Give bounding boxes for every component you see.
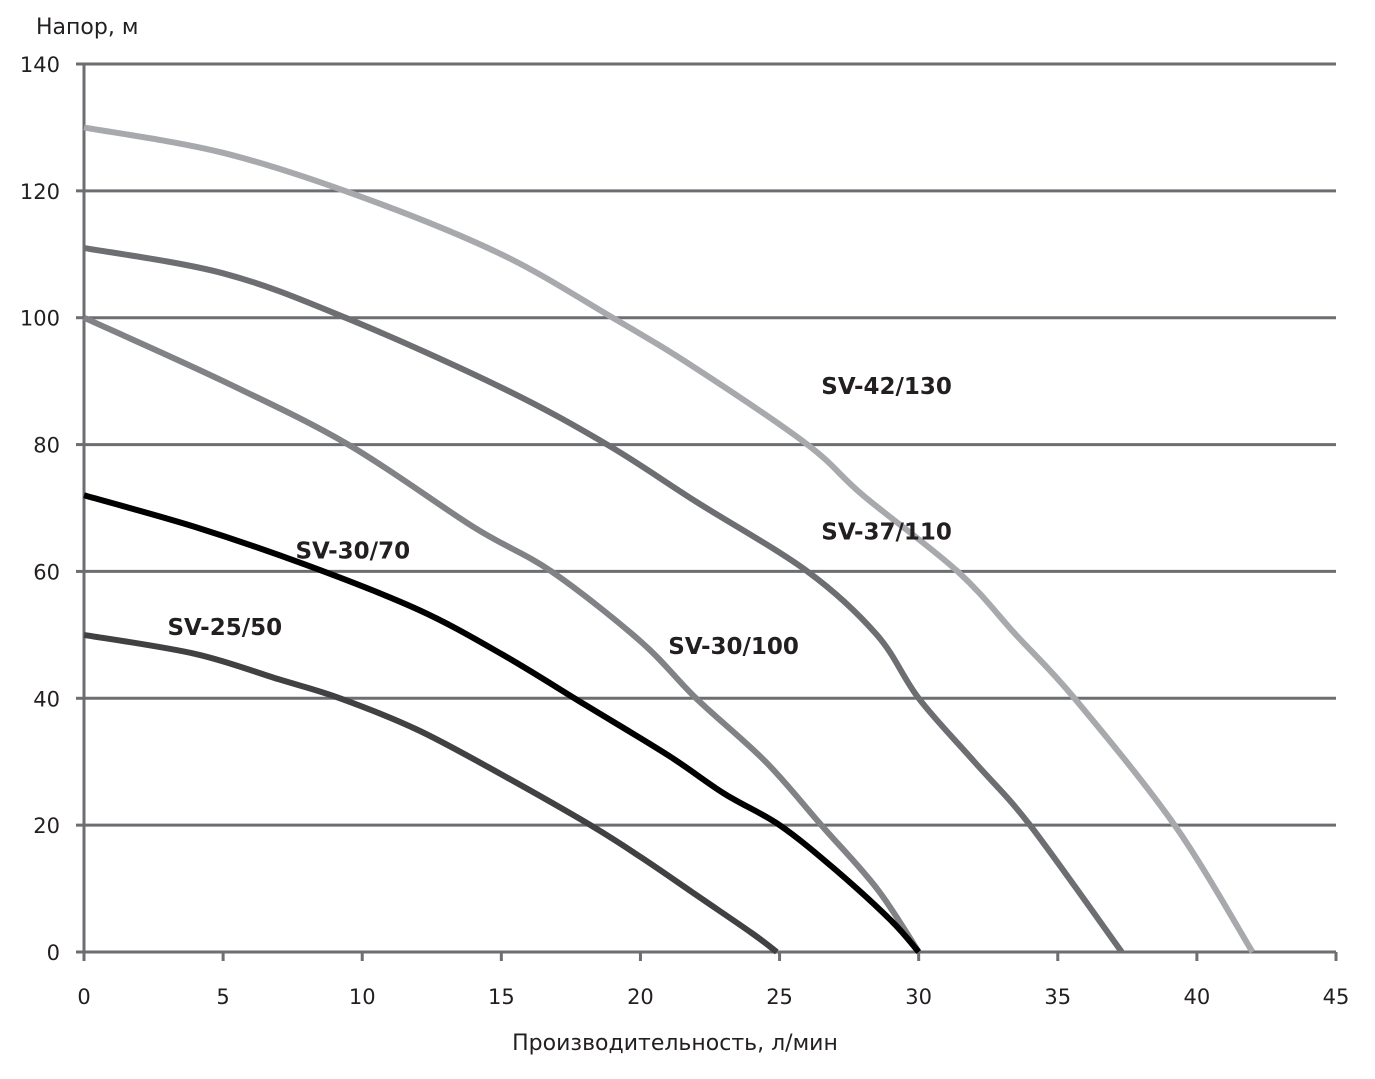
- y-tick-label: 100: [20, 307, 60, 331]
- x-tick-label: 30: [905, 985, 932, 1009]
- x-tick-label: 5: [216, 985, 229, 1009]
- series-label: SV-30/70: [295, 539, 410, 565]
- series-line-sv-42-130: [83, 124, 1256, 954]
- x-axis-label: Производительность, л/мин: [512, 1031, 838, 1056]
- x-tick-label: 40: [1184, 985, 1211, 1009]
- x-tick-label: 25: [766, 985, 793, 1009]
- y-tick-label: 60: [33, 560, 60, 584]
- y-tick-label: 20: [33, 814, 60, 838]
- x-tick-label: 15: [488, 985, 515, 1009]
- series-label: SV-42/130: [821, 374, 952, 400]
- series-label: SV-30/100: [668, 634, 799, 660]
- y-tick-label: 120: [20, 180, 60, 204]
- series-label: SV-37/110: [821, 520, 952, 546]
- y-tick-label: 140: [20, 53, 60, 77]
- x-tick-label: 35: [1044, 985, 1071, 1009]
- grid-layer: [84, 62, 1336, 827]
- curve-layer: [82, 124, 1256, 955]
- series-line-sv-30-100: [82, 314, 922, 954]
- y-tick-label: 40: [33, 687, 60, 711]
- y-tick-label: 80: [33, 434, 60, 458]
- x-tick-label: 0: [77, 985, 90, 1009]
- series-label: SV-25/50: [167, 615, 282, 641]
- label-layer: SV-42/130 SV-37/110 SV-30/100 SV-30/70 SV-25…: [167, 374, 951, 660]
- x-tick-label: 20: [627, 985, 654, 1009]
- series-line-sv-30-70: [83, 492, 921, 954]
- series-line-sv-25-50: [83, 631, 779, 955]
- axis-layer: 0 20 40 60 80 100 120 140 0 5 10 15 20 25 30 35 40 45: [20, 53, 1349, 1009]
- y-axis-label: Напор, м: [36, 15, 138, 40]
- x-tick-label: 10: [349, 985, 376, 1009]
- x-tick-label: 45: [1323, 985, 1350, 1009]
- series-line-sv-37-110: [83, 244, 1125, 954]
- y-tick-label: 0: [47, 941, 60, 965]
